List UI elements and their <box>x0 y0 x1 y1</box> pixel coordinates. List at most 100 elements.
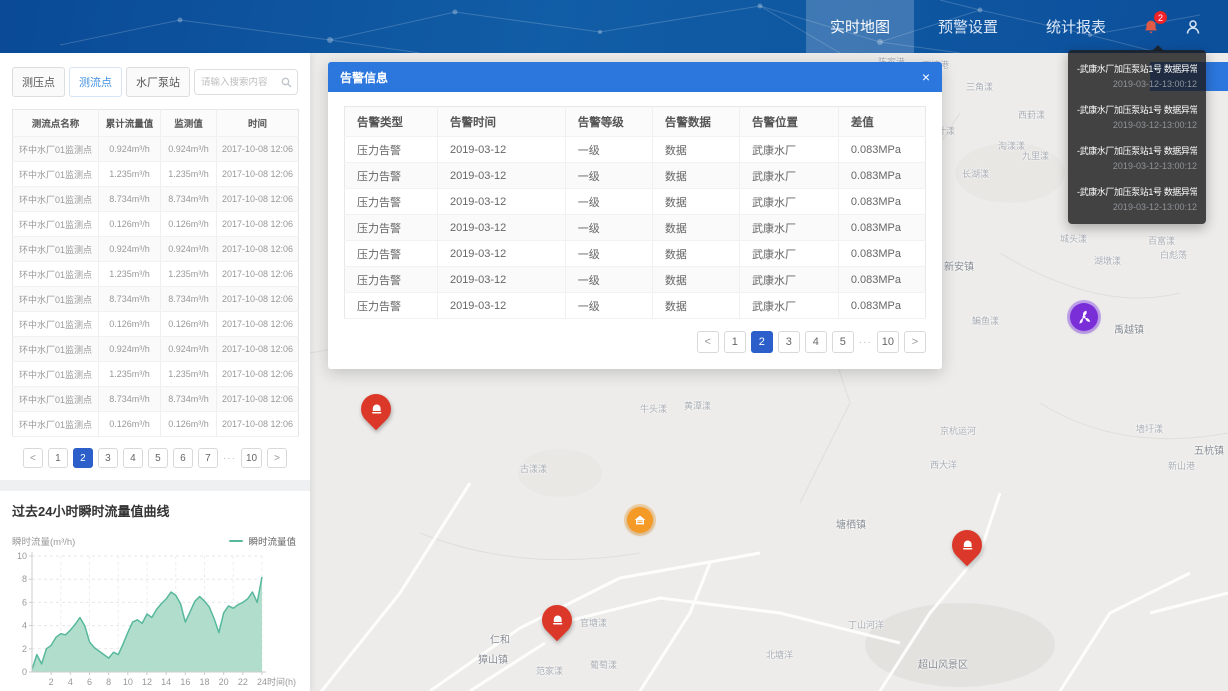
pagination-page-button[interactable]: 4 <box>122 448 143 468</box>
tab-pressure-points[interactable]: 测压点 <box>12 67 65 97</box>
table-cell: 数据 <box>652 214 741 241</box>
svg-text:12: 12 <box>142 677 152 687</box>
table-row[interactable]: 环中水厂01监测点 1.235m³/h 1.235m³/h 2017-10-08 12… <box>12 361 299 387</box>
table-cell: 环中水厂01监测点 <box>12 161 99 187</box>
map-label: 古漾漾 <box>520 464 548 474</box>
notification-time: 2019-03-12-13:00:12 <box>1112 202 1197 212</box>
pagination-page-button[interactable]: 3 <box>97 448 118 468</box>
table-cell: 1.235m³/h <box>160 361 217 387</box>
table-cell: 2019-03-12 <box>437 136 566 163</box>
notification-item[interactable]: -武康水厂加压泵站1号 数据异常 2019-03-12-13:00:12 <box>1068 136 1206 177</box>
alarm-pin-marker[interactable] <box>535 598 579 642</box>
table-cell: 0.083MPa <box>838 266 926 293</box>
pagination-page-button[interactable]: 6 <box>172 448 193 468</box>
table-cell: 1.235m³/h <box>98 361 161 387</box>
table-row[interactable]: 环中水厂01监测点 1.235m³/h 1.235m³/h 2017-10-08 12… <box>12 261 299 287</box>
pagination-page-button[interactable]: 2 <box>72 448 93 468</box>
map-label: 禹越镇 <box>1114 325 1144 336</box>
pagination-page-button[interactable]: 3 <box>777 331 800 353</box>
modal-header[interactable]: 告警信息 × <box>328 62 942 92</box>
pagination-prev-button[interactable]: < <box>696 331 719 353</box>
pagination-next-button[interactable]: > <box>904 331 926 353</box>
user-profile-button[interactable] <box>1172 0 1214 53</box>
table-row[interactable]: 环中水厂01监测点 0.924m³/h 0.924m³/h 2017-10-08 12… <box>12 136 299 162</box>
map-label: 官塘漾 <box>580 618 608 628</box>
table-cell: 0.126m³/h <box>98 311 161 337</box>
chart-title: 过去24小时瞬时流量值曲线 <box>12 504 170 519</box>
table-cell: 2017-10-08 12:06 <box>216 286 299 312</box>
table-row[interactable]: 环中水厂01监测点 8.734m³/h 8.734m³/h 2017-10-08 12… <box>12 386 299 412</box>
pagination-page-button[interactable]: 2 <box>750 331 773 353</box>
table-header-row: 告警类型 告警时间 告警等级 告警数据 告警位置 差值 <box>344 106 926 137</box>
svg-text:6: 6 <box>22 597 27 607</box>
table-row[interactable]: 环中水厂01监测点 0.126m³/h 0.126m³/h 2017-10-08 12… <box>12 311 299 337</box>
table-cell: 0.924m³/h <box>160 236 217 262</box>
table-cell: 0.924m³/h <box>160 336 217 362</box>
svg-text:8: 8 <box>106 677 111 687</box>
table-cell: 压力告警 <box>344 240 438 267</box>
table-row[interactable]: 环中水厂01监测点 0.924m³/h 0.924m³/h 2017-10-08 12… <box>12 336 299 362</box>
alarm-icon <box>961 539 974 552</box>
pagination-next-button[interactable]: > <box>267 448 288 468</box>
map-label: 丁山河洋 <box>848 620 885 630</box>
pagination-page-button[interactable]: 10 <box>240 448 263 468</box>
table-row: 压力告警 2019-03-12 一级 数据 武康水厂 0.083MPa <box>344 214 926 241</box>
map-label: 超山风景区 <box>918 660 968 671</box>
table-cell: 2019-03-12 <box>437 240 566 267</box>
map-label: 西大洋 <box>930 460 958 470</box>
table-cell: 环中水厂01监测点 <box>12 286 99 312</box>
pagination-prev-button[interactable]: < <box>22 448 43 468</box>
nav-tab-realtime-map[interactable]: 实时地图 <box>805 0 914 53</box>
close-icon[interactable]: × <box>921 69 930 85</box>
map-label: 西葑漾 <box>1018 110 1046 120</box>
notification-title: -武康水厂加压泵站1号 数据异常 <box>1077 187 1197 197</box>
notification-item[interactable]: -武康水厂加压泵站1号 数据异常 2019-03-12-13:00:12 <box>1068 54 1206 95</box>
tab-flow-points[interactable]: 测流点 <box>69 67 122 97</box>
table-row[interactable]: 环中水厂01监测点 0.126m³/h 0.126m³/h 2017-10-08 12… <box>12 211 299 237</box>
alarm-pin-marker[interactable] <box>354 387 398 431</box>
house-icon <box>633 513 647 527</box>
table-cell: 一级 <box>565 188 653 215</box>
alarm-pin-marker[interactable] <box>945 523 989 567</box>
table-cell: 2019-03-12 <box>437 214 566 241</box>
map-label: 黄潭漾 <box>684 401 712 411</box>
svg-text:4: 4 <box>22 621 27 631</box>
pagination-page-button[interactable]: 5 <box>147 448 168 468</box>
notification-item[interactable]: -武康水厂加压泵站1号 数据异常 2019-03-12-13:00:12 <box>1068 177 1206 218</box>
notification-title: -武康水厂加压泵站1号 数据异常 <box>1077 146 1197 156</box>
table-cell: 武康水厂 <box>739 240 839 267</box>
panel-divider <box>0 480 310 491</box>
table-row[interactable]: 环中水厂01监测点 1.235m³/h 1.235m³/h 2017-10-08 12… <box>12 161 299 187</box>
search-input[interactable] <box>201 76 281 88</box>
table-cell: 压力告警 <box>344 292 438 319</box>
station-marker[interactable] <box>627 507 653 533</box>
svg-text:0: 0 <box>22 667 27 677</box>
table-row[interactable]: 环中水厂01监测点 0.126m³/h 0.126m³/h 2017-10-08 12… <box>12 411 299 437</box>
notification-item[interactable]: -武康水厂加压泵站1号 数据异常 2019-03-12-13:00:12 <box>1068 95 1206 136</box>
pagination-page-button[interactable]: 1 <box>47 448 68 468</box>
notification-bell-button[interactable]: 2 <box>1130 0 1172 53</box>
table-cell: 0.083MPa <box>838 162 926 189</box>
table-row[interactable]: 环中水厂01监测点 0.924m³/h 0.924m³/h 2017-10-08 12… <box>12 236 299 262</box>
map-label: 范家漾 <box>536 666 564 676</box>
pagination-page-button[interactable]: 1 <box>723 331 746 353</box>
pagination-page-button[interactable]: 10 <box>876 331 899 353</box>
table-cell: 数据 <box>652 240 741 267</box>
table-cell: 2017-10-08 12:06 <box>216 361 299 387</box>
search-box[interactable] <box>194 69 298 95</box>
svg-text:6: 6 <box>87 677 92 687</box>
pagination-page-button[interactable]: 4 <box>804 331 827 353</box>
table-body: 压力告警 2019-03-12 一级 数据 武康水厂 0.083MPa 压力告警 2019-0… <box>344 136 926 319</box>
notification-title: -武康水厂加压泵站1号 数据异常 <box>1077 64 1197 74</box>
map-label: 獐山镇 <box>478 655 508 666</box>
tab-plant-pump-stations[interactable]: 水厂泵站 <box>126 67 190 97</box>
pagination-page-button[interactable]: 5 <box>831 331 854 353</box>
pump-marker[interactable] <box>1070 303 1098 331</box>
nav-tab-warning-settings[interactable]: 预警设置 <box>937 19 998 36</box>
table-row[interactable]: 环中水厂01监测点 8.734m³/h 8.734m³/h 2017-10-08 12… <box>12 186 299 212</box>
map-label: 九里漾 <box>1022 151 1050 161</box>
table-row[interactable]: 环中水厂01监测点 8.734m³/h 8.734m³/h 2017-10-08 12… <box>12 286 299 312</box>
pagination-page-button[interactable]: 7 <box>197 448 218 468</box>
nav-tab-statistics-report[interactable]: 统计报表 <box>1045 19 1106 36</box>
map-label: 白彪荡 <box>1160 250 1188 260</box>
